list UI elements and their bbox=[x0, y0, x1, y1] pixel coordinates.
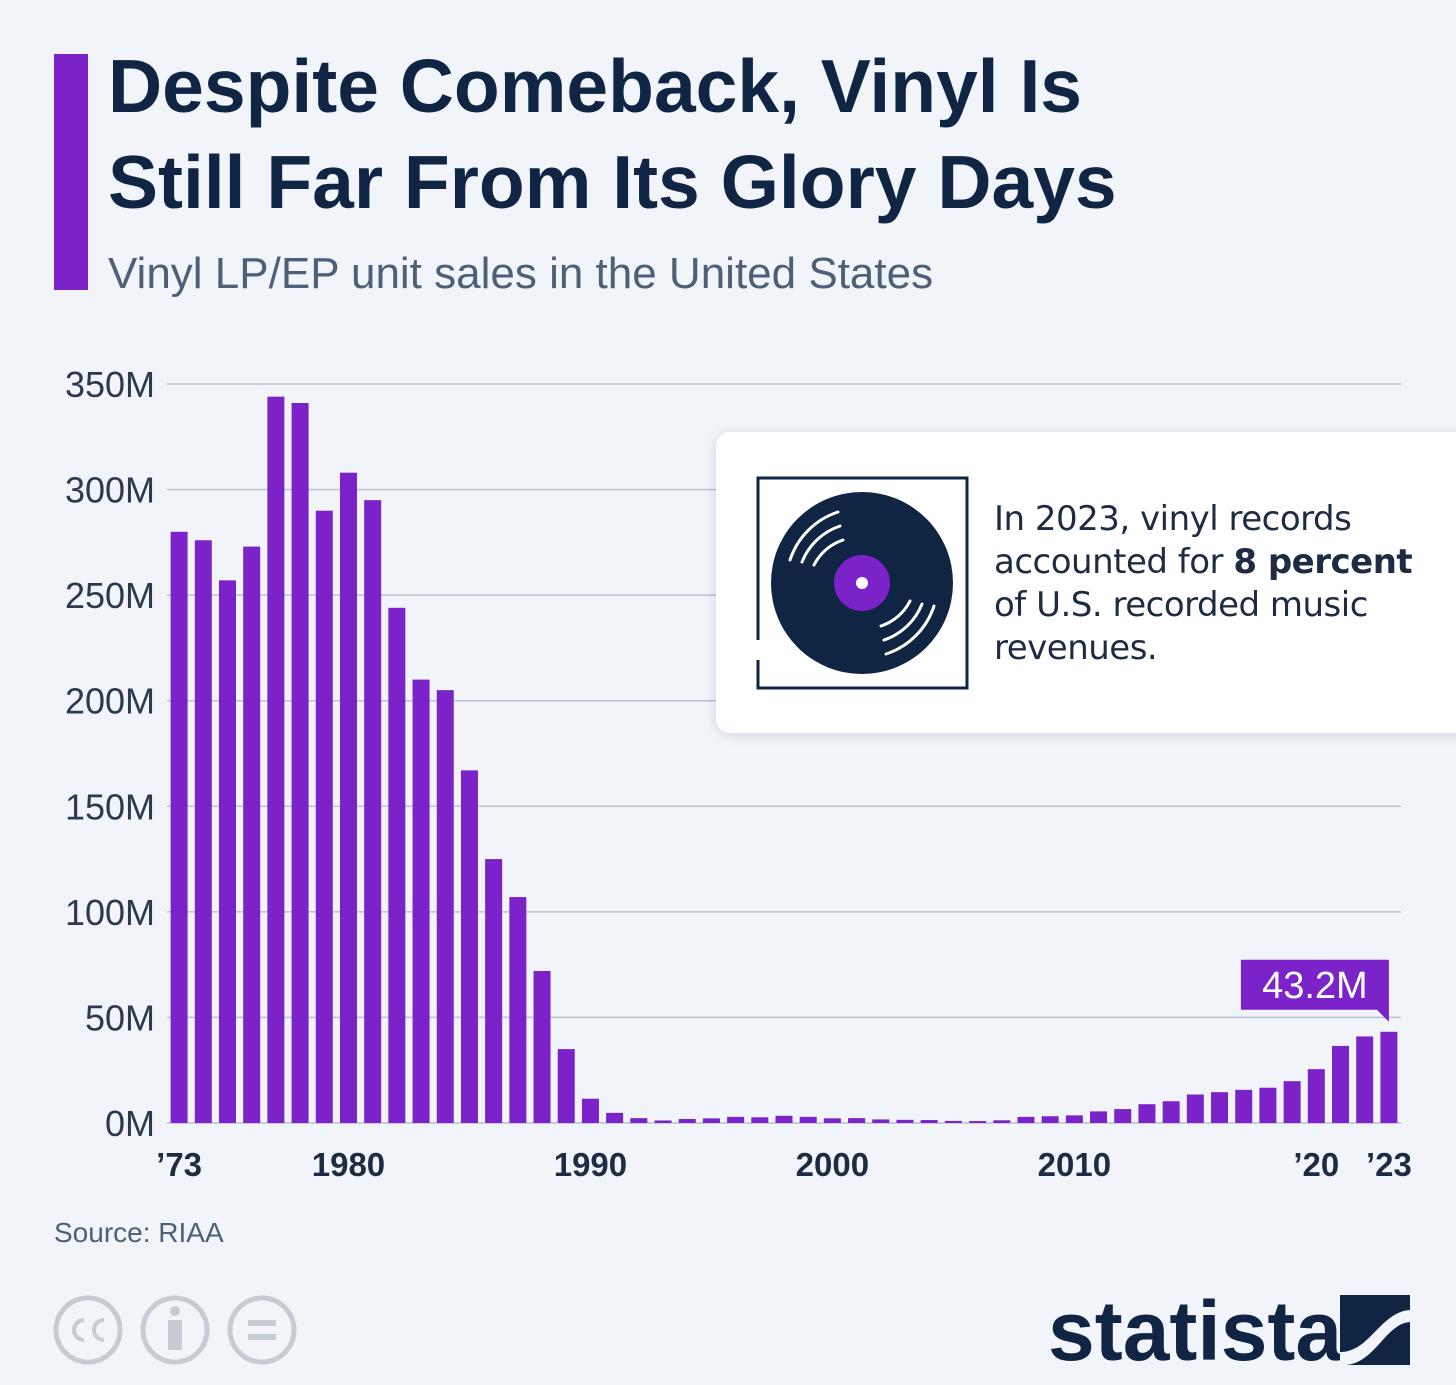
bar bbox=[993, 1120, 1011, 1123]
x-tick-label: ’73 bbox=[156, 1146, 202, 1183]
bar bbox=[1332, 1045, 1350, 1123]
bar bbox=[267, 396, 285, 1123]
bar bbox=[848, 1118, 866, 1123]
icon-grooves bbox=[788, 510, 936, 656]
icon-hole bbox=[856, 577, 868, 589]
bar bbox=[388, 607, 406, 1123]
bar bbox=[896, 1119, 914, 1123]
bar bbox=[775, 1115, 793, 1123]
bar bbox=[339, 472, 357, 1123]
bar bbox=[944, 1120, 962, 1123]
bar bbox=[1356, 1036, 1374, 1123]
bar bbox=[218, 580, 236, 1123]
bar bbox=[678, 1118, 696, 1123]
bar bbox=[509, 897, 527, 1123]
x-tick-label: 2010 bbox=[1038, 1146, 1111, 1183]
bar bbox=[920, 1120, 938, 1123]
bar bbox=[751, 1117, 769, 1123]
x-tick-label: ’23 bbox=[1366, 1146, 1412, 1183]
bar bbox=[460, 770, 478, 1123]
bar bbox=[557, 1049, 575, 1123]
logo: statista bbox=[1048, 1284, 1343, 1378]
x-tick-label: 2000 bbox=[796, 1146, 869, 1183]
bar bbox=[1138, 1104, 1156, 1123]
y-tick-label: 350M bbox=[65, 364, 155, 405]
y-tick-label: 150M bbox=[65, 786, 155, 827]
bar bbox=[243, 546, 261, 1123]
value-label-box bbox=[1240, 959, 1389, 1022]
bar bbox=[485, 859, 503, 1123]
title-accent bbox=[54, 54, 88, 290]
bar bbox=[364, 500, 382, 1124]
bar bbox=[823, 1118, 841, 1123]
license-icons bbox=[53, 1295, 297, 1365]
bar bbox=[630, 1118, 648, 1123]
source: Source: RIAA bbox=[54, 1217, 224, 1248]
y-tick-label: 0M bbox=[105, 1103, 155, 1144]
bar bbox=[194, 540, 212, 1123]
bar bbox=[1090, 1111, 1108, 1123]
x-tick-label: 1990 bbox=[554, 1146, 627, 1183]
bar bbox=[581, 1098, 599, 1123]
chart-title: Despite Comeback, Vinyl Is bbox=[108, 44, 1082, 128]
value-label: 43.2M bbox=[1262, 965, 1368, 1007]
y-tick-label: 100M bbox=[65, 892, 155, 933]
callout-text: In 2023, vinyl records accounted for 8 p… bbox=[994, 498, 1434, 670]
x-tick-label: ’20 bbox=[1293, 1146, 1339, 1183]
icon-frame bbox=[756, 476, 969, 690]
callout-text-part: In 2023, vinyl records accounted for bbox=[994, 499, 1352, 582]
bar bbox=[1380, 1031, 1398, 1123]
x-tick-label: 1980 bbox=[312, 1146, 385, 1183]
bar bbox=[412, 679, 430, 1123]
bar bbox=[436, 690, 454, 1123]
y-tick-label: 250M bbox=[65, 575, 155, 616]
bar bbox=[969, 1121, 987, 1123]
chart-title: Still Far From Its Glory Days bbox=[108, 140, 1117, 224]
bar bbox=[1041, 1116, 1059, 1123]
bar bbox=[1307, 1069, 1325, 1123]
bar bbox=[654, 1120, 672, 1123]
y-tick-label: 50M bbox=[85, 997, 155, 1038]
bar bbox=[606, 1112, 624, 1123]
logo-mark bbox=[1340, 1295, 1410, 1365]
bar bbox=[1186, 1094, 1204, 1123]
bar bbox=[727, 1116, 745, 1123]
bar bbox=[291, 403, 309, 1123]
y-tick-label: 300M bbox=[65, 470, 155, 511]
bar bbox=[170, 531, 188, 1123]
callout-text-bold: 8 percent bbox=[1233, 542, 1413, 582]
bar bbox=[1162, 1101, 1180, 1123]
bar bbox=[1259, 1087, 1277, 1123]
bar bbox=[1017, 1116, 1035, 1123]
bar bbox=[1114, 1109, 1132, 1123]
bar bbox=[1211, 1092, 1229, 1123]
plot: 0M 50M 100M 150M 200M 250M 300M 350M ’73 1980 1990… bbox=[65, 364, 1412, 1183]
bar bbox=[799, 1116, 817, 1123]
bar bbox=[1065, 1115, 1083, 1123]
bar bbox=[1235, 1089, 1253, 1123]
bar bbox=[702, 1118, 720, 1123]
chart-subtitle: Vinyl LP/EP unit sales in the United Sta… bbox=[108, 249, 933, 298]
bar bbox=[1283, 1081, 1301, 1123]
bar bbox=[315, 510, 333, 1124]
callout-text-part: of U.S. recorded music revenues. bbox=[994, 585, 1368, 668]
y-tick-label: 200M bbox=[65, 681, 155, 722]
bar bbox=[533, 970, 551, 1123]
callout bbox=[716, 432, 1456, 733]
bar bbox=[872, 1119, 890, 1123]
